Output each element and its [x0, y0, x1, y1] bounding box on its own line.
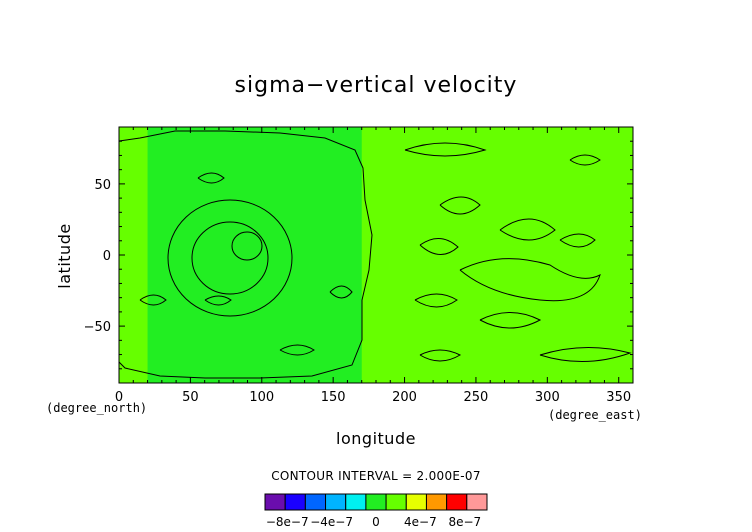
positive-region — [361, 127, 633, 383]
contour-line — [569, 154, 601, 166]
x-tick-label: 0 — [115, 390, 123, 405]
x-tick-label: 300 — [535, 390, 560, 405]
plot-area: 0 50 100 150 200 250 300 350 50 0 −50 — [84, 126, 634, 405]
colorbar-tick-label: 8e−7 — [448, 515, 481, 529]
contour-line — [419, 238, 459, 255]
colorbar-swatch — [325, 493, 347, 511]
x-tick-label: 100 — [249, 390, 274, 405]
y-axis-unit: (degree_north) — [46, 401, 147, 415]
contour-line — [167, 199, 293, 317]
contour-line — [414, 293, 458, 308]
colorbar-swatch — [405, 493, 427, 511]
x-axis-label: longitude — [336, 429, 416, 448]
colorbar-swatch — [304, 493, 327, 511]
contour-line — [279, 344, 315, 356]
y-axis-label: latitude — [55, 223, 74, 288]
contour-line — [329, 285, 353, 299]
colorbar-tick-label: −4e−7 — [310, 515, 353, 529]
contour-line — [231, 231, 263, 261]
colorbar-swatch — [466, 493, 488, 511]
contour-line — [499, 218, 556, 241]
y-tick-label: 50 — [94, 178, 111, 193]
colorbar-swatch — [425, 493, 448, 511]
contour-line — [459, 258, 601, 302]
colorbar: −8e−7 −4e−7 0 4e−7 8e−7 — [264, 493, 488, 529]
contour-line — [479, 312, 542, 329]
contour-line — [204, 295, 232, 306]
contour-interval-label: CONTOUR INTERVAL = 2.000E-07 — [271, 469, 481, 483]
contour-line — [559, 233, 596, 248]
x-axis-unit: (degree_east) — [548, 408, 642, 422]
colorbar-swatch — [345, 493, 367, 511]
colorbar-swatch — [385, 493, 407, 511]
colorbar-tick-label: −8e−7 — [266, 515, 309, 529]
contour-line — [139, 294, 167, 306]
contour-line — [191, 221, 269, 295]
colorbar-tick-label: 4e−7 — [404, 515, 437, 529]
contour-line — [118, 130, 373, 379]
contour-line — [197, 172, 225, 184]
colorbar-swatch — [365, 493, 387, 511]
contour-line — [539, 347, 632, 362]
colorbar-swatch — [446, 493, 468, 511]
x-tick-label: 50 — [182, 390, 199, 405]
contour-line — [439, 196, 481, 215]
y-tick-label: −50 — [84, 320, 111, 335]
contour-line — [419, 349, 462, 362]
colorbar-tick-label: 0 — [372, 515, 380, 529]
contour-line — [404, 142, 487, 157]
x-tick-label: 200 — [392, 390, 417, 405]
chart-title: sigma−vertical velocity — [235, 73, 518, 98]
colorbar-swatch — [264, 493, 286, 511]
colorbar-swatch — [284, 493, 306, 511]
x-tick-label: 150 — [321, 390, 346, 405]
x-tick-label: 250 — [464, 390, 489, 405]
y-tick-label: 0 — [103, 249, 111, 264]
x-tick-label: 350 — [606, 390, 631, 405]
